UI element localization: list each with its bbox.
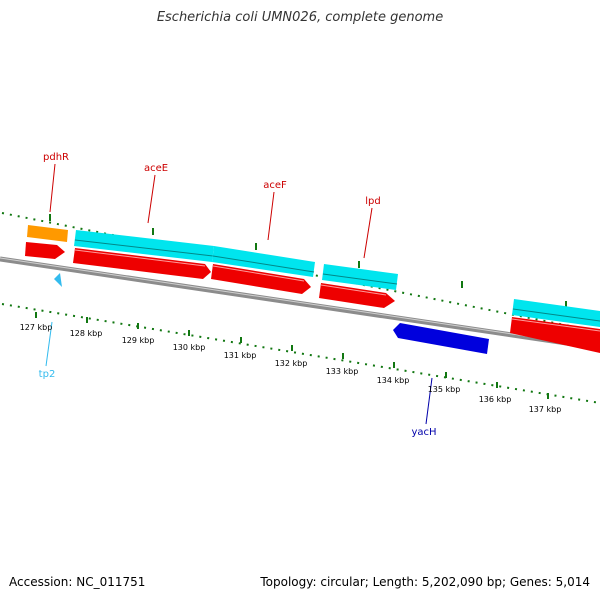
ruler-label: 135 kbp <box>428 385 461 394</box>
orange-feature[interactable] <box>27 225 68 242</box>
gene-feature-right[interactable] <box>512 299 600 327</box>
leader-pdhR <box>49 163 56 213</box>
ruler-label: 136 kbp <box>479 395 512 404</box>
trna-feature-tp2[interactable] <box>54 273 62 287</box>
gene-label-aceF: aceF <box>263 180 287 191</box>
cds-feature-pdhR[interactable] <box>25 242 65 259</box>
leader-aceE <box>147 174 156 224</box>
ruler-label: 129 kbp <box>122 336 155 345</box>
gene-feature-aceE[interactable] <box>74 230 214 262</box>
gene-label-tp2: tp2 <box>39 369 56 380</box>
ruler-label: 137 kbp <box>529 405 562 414</box>
inner-major-ticks <box>35 312 549 399</box>
ruler-label: 133 kbp <box>326 367 359 376</box>
cds-feature-aceE[interactable] <box>73 248 211 279</box>
gene-feature-yacH[interactable] <box>393 323 489 354</box>
outer-major-ticks <box>49 214 567 308</box>
ruler-label: 131 kbp <box>224 351 257 360</box>
ruler-label: 127 kbp <box>20 323 53 332</box>
inner-tick-ring <box>1 303 600 404</box>
cds-feature-lpd[interactable] <box>319 283 395 308</box>
gene-label-aceE: aceE <box>144 163 168 174</box>
cds-feature-right[interactable] <box>510 317 600 353</box>
ruler-label: 130 kbp <box>173 343 206 352</box>
leader-lpd <box>363 207 373 259</box>
leader-aceF <box>267 191 275 241</box>
genome-title: Escherichia coli UMN026, complete genome <box>156 10 444 25</box>
genome-backbone <box>0 256 600 351</box>
gene-label-pdhR: pdhR <box>43 152 69 163</box>
leader-yacH <box>425 377 433 425</box>
gene-feature-lpd[interactable] <box>322 264 398 290</box>
ruler-label: 134 kbp <box>377 376 410 385</box>
cds-feature-aceF[interactable] <box>211 264 311 294</box>
leader-tp2 <box>45 321 53 367</box>
accession-label: Accession: NC_011751 <box>9 575 146 589</box>
ruler-label: 132 kbp <box>275 359 308 368</box>
gene-feature-aceF[interactable] <box>212 246 315 277</box>
gene-label-lpd: lpd <box>365 196 380 207</box>
genome-stats-label: Topology: circular; Length: 5,202,090 bp… <box>260 575 590 589</box>
gene-label-yacH: yacH <box>411 427 436 438</box>
ruler-label: 128 kbp <box>70 329 103 338</box>
